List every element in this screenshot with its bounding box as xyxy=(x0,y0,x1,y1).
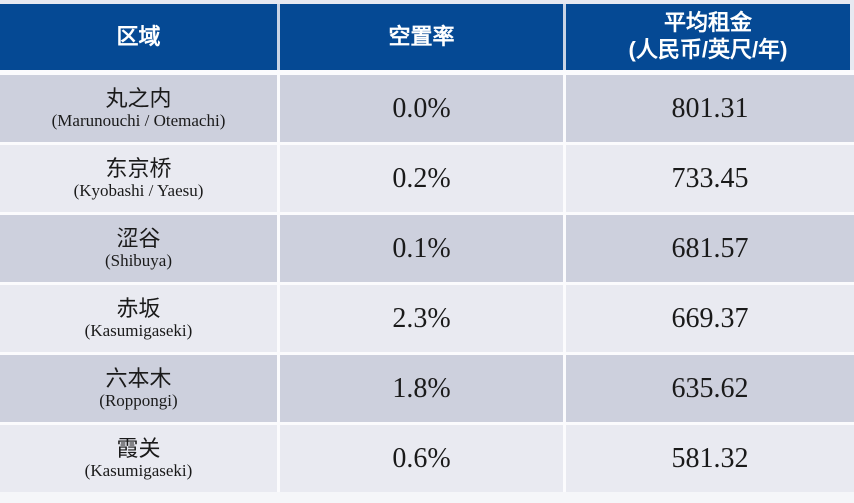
header-cell-region: 区域 xyxy=(0,4,277,70)
region-cell: 霞关 (Kasumigaseki) xyxy=(0,425,277,492)
vacancy-cell: 2.3% xyxy=(280,285,563,352)
vacancy-value: 1.8% xyxy=(392,372,451,404)
vacancy-cell: 0.1% xyxy=(280,215,563,282)
rent-cell: 733.45 xyxy=(566,145,854,212)
region-cell: 丸之内 (Marunouchi / Otemachi) xyxy=(0,75,277,142)
header-cell-vacancy: 空置率 xyxy=(280,4,563,70)
region-cell: 六本木 (Roppongi) xyxy=(0,355,277,422)
district-romanized: (Kasumigaseki) xyxy=(84,461,193,481)
vacancy-cell: 0.0% xyxy=(280,75,563,142)
header-right-inset xyxy=(850,4,854,70)
vacancy-cell: 1.8% xyxy=(280,355,563,422)
top-margin-strip xyxy=(0,0,854,4)
rent-value: 733.45 xyxy=(671,162,749,194)
rent-value: 635.62 xyxy=(671,372,749,404)
table-header-row: 区域 空置率 平均租金 (人民币/英尺/年) xyxy=(0,4,850,70)
district-name: 六本木 xyxy=(105,366,172,392)
district-romanized: (Kasumigaseki) xyxy=(84,321,193,341)
table-body: 丸之内 (Marunouchi / Otemachi) 0.0% 801.31 … xyxy=(0,75,854,492)
header-cell-rent: 平均租金 (人民币/英尺/年) xyxy=(566,4,850,70)
header-vacancy-label: 空置率 xyxy=(388,23,455,49)
rent-cell: 681.57 xyxy=(566,215,854,282)
region-cell: 涩谷 (Shibuya) xyxy=(0,215,277,282)
vacancy-cell: 0.2% xyxy=(280,145,563,212)
vacancy-value: 0.0% xyxy=(392,92,451,124)
vacancy-cell: 0.6% xyxy=(280,425,563,492)
rent-value: 581.32 xyxy=(671,442,749,474)
rent-cell: 635.62 xyxy=(566,355,854,422)
header-body-divider xyxy=(0,70,854,75)
district-name: 涩谷 xyxy=(116,226,161,252)
header-rent-label: 平均租金 xyxy=(663,10,752,36)
district-name: 丸之内 xyxy=(105,86,172,112)
vacancy-value: 0.2% xyxy=(392,162,451,194)
district-romanized: (Marunouchi / Otemachi) xyxy=(51,111,226,131)
district-romanized: (Kyobashi / Yaesu) xyxy=(73,181,204,201)
rent-cell: 581.32 xyxy=(566,425,854,492)
rent-cell: 801.31 xyxy=(566,75,854,142)
district-name: 东京桥 xyxy=(105,156,172,182)
region-cell: 赤坂 (Kasumigaseki) xyxy=(0,285,277,352)
rent-value: 669.37 xyxy=(671,302,749,334)
district-romanized: (Shibuya) xyxy=(104,251,173,271)
district-name: 霞关 xyxy=(116,436,161,462)
rent-value: 801.31 xyxy=(671,92,749,124)
header-rent-sublabel: (人民币/英尺/年) xyxy=(628,37,788,62)
bottom-margin-strip xyxy=(0,492,854,503)
rent-cell: 669.37 xyxy=(566,285,854,352)
district-romanized: (Roppongi) xyxy=(99,391,178,411)
district-name: 赤坂 xyxy=(116,296,161,322)
header-region-label: 区域 xyxy=(116,23,161,49)
rent-value: 681.57 xyxy=(671,232,749,264)
vacancy-value: 2.3% xyxy=(392,302,451,334)
vacancy-value: 0.1% xyxy=(392,232,451,264)
vacancy-value: 0.6% xyxy=(392,442,451,474)
region-cell: 东京桥 (Kyobashi / Yaesu) xyxy=(0,145,277,212)
